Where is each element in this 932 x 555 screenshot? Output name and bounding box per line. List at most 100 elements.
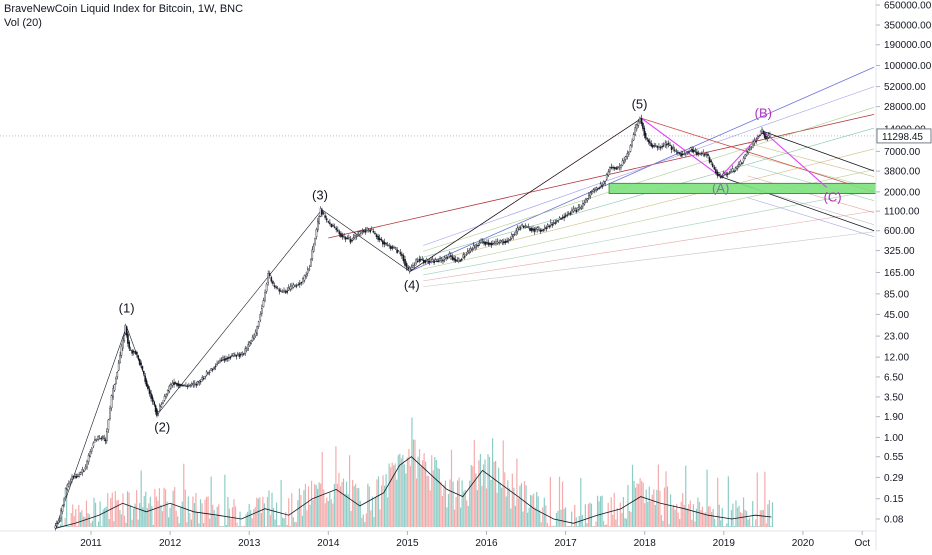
- candle-body: [310, 259, 312, 267]
- candle-body: [535, 227, 537, 230]
- volume-bar: [113, 521, 115, 527]
- volume-bar: [593, 526, 596, 527]
- volume-bar: [653, 489, 655, 527]
- wave-label: (C): [824, 189, 842, 204]
- y-tick-label: 0.08: [884, 515, 904, 526]
- candle-body: [366, 227, 368, 231]
- volume-bar: [262, 496, 264, 527]
- candle-body: [552, 222, 555, 224]
- volume-bar: [569, 526, 571, 527]
- y-tick-label: 0.15: [884, 494, 904, 505]
- candle-body: [55, 523, 58, 527]
- chart-title: BraveNewCoin Liquid Index for Bitcoin, 1…: [4, 3, 244, 15]
- candle-body: [669, 144, 671, 146]
- volume-bar: [645, 489, 647, 527]
- y-tick-label: 100000.00: [884, 61, 932, 72]
- candle-body: [295, 285, 298, 287]
- volume-bar: [359, 500, 361, 527]
- candle-body: [231, 355, 233, 357]
- candle-body: [283, 289, 285, 292]
- candle-body: [319, 208, 322, 217]
- candle-body: [352, 237, 355, 240]
- volume-bar: [609, 526, 611, 527]
- volume-bar: [607, 502, 609, 527]
- volume-bar: [88, 514, 91, 527]
- y-tick-label: 6.50: [884, 372, 904, 383]
- volume-bar: [438, 468, 440, 527]
- candle-body: [216, 363, 218, 366]
- volume-bar: [755, 519, 757, 527]
- candle-body: [646, 138, 648, 140]
- volume-bar: [134, 503, 136, 527]
- volume-bar: [531, 495, 533, 527]
- volume-bar: [279, 525, 281, 527]
- candle-body: [369, 229, 372, 233]
- volume-bar: [377, 476, 380, 527]
- volume-bar: [189, 513, 191, 527]
- volume-bar: [537, 496, 539, 527]
- candle-body: [268, 273, 271, 277]
- candle-body: [422, 259, 425, 263]
- candle-body: [176, 383, 178, 386]
- volume-bar: [120, 514, 123, 527]
- volume-bar: [561, 481, 564, 527]
- volume-bar: [651, 494, 653, 527]
- volume-bar: [534, 507, 536, 527]
- candle-body: [623, 159, 625, 163]
- candle-body: [402, 255, 405, 262]
- candle-body: [644, 133, 647, 138]
- candle-body: [341, 234, 344, 238]
- volume-bar: [105, 506, 107, 527]
- candle-body: [281, 291, 284, 293]
- candle-body: [150, 393, 152, 399]
- volume-bar: [312, 500, 314, 527]
- candle-body: [681, 153, 684, 156]
- candle-body: [715, 169, 717, 173]
- volume-bar: [408, 448, 410, 527]
- candle-body: [618, 166, 621, 168]
- candle-body: [713, 166, 716, 170]
- pitchfork-fan-line: [423, 210, 875, 282]
- candle-body: [123, 335, 126, 341]
- volume-bar: [672, 504, 675, 527]
- volume-bar: [753, 526, 755, 527]
- candle-body: [577, 207, 580, 210]
- volume-bar: [75, 509, 77, 527]
- candle-body: [358, 231, 361, 235]
- candle-body: [501, 240, 504, 243]
- volume-bar: [495, 460, 497, 527]
- candle-body: [64, 487, 67, 497]
- candle-body: [244, 348, 247, 354]
- candle-body: [522, 226, 525, 228]
- volume-bar: [592, 526, 594, 527]
- volume-bar: [352, 479, 354, 527]
- volume-bar: [304, 483, 307, 527]
- x-tick-label: 2013: [238, 538, 261, 549]
- candle-body: [325, 218, 328, 221]
- volume-bar: [259, 497, 261, 527]
- candle-body: [582, 203, 584, 207]
- volume-bar: [473, 439, 475, 527]
- volume-bar: [571, 511, 573, 527]
- volume-bar: [510, 508, 512, 527]
- volume-bar: [677, 512, 679, 527]
- candle-body: [300, 282, 303, 284]
- volume-bar: [662, 520, 664, 527]
- candle-body: [81, 469, 84, 473]
- candle-body: [160, 404, 163, 408]
- candle-body: [74, 474, 76, 477]
- volume-bar: [484, 459, 486, 527]
- candle-body: [604, 181, 606, 184]
- candle-body: [696, 151, 698, 155]
- candle-body: [519, 227, 522, 229]
- volume-bar: [720, 520, 722, 527]
- y-tick-label: 28000.00: [884, 102, 926, 113]
- volume-bar: [207, 496, 209, 527]
- volume-bar: [161, 511, 164, 527]
- candle-body: [141, 366, 144, 370]
- candle-body: [460, 258, 463, 261]
- candle-body: [436, 260, 438, 263]
- candle-body: [397, 250, 400, 252]
- candle-body: [596, 188, 599, 190]
